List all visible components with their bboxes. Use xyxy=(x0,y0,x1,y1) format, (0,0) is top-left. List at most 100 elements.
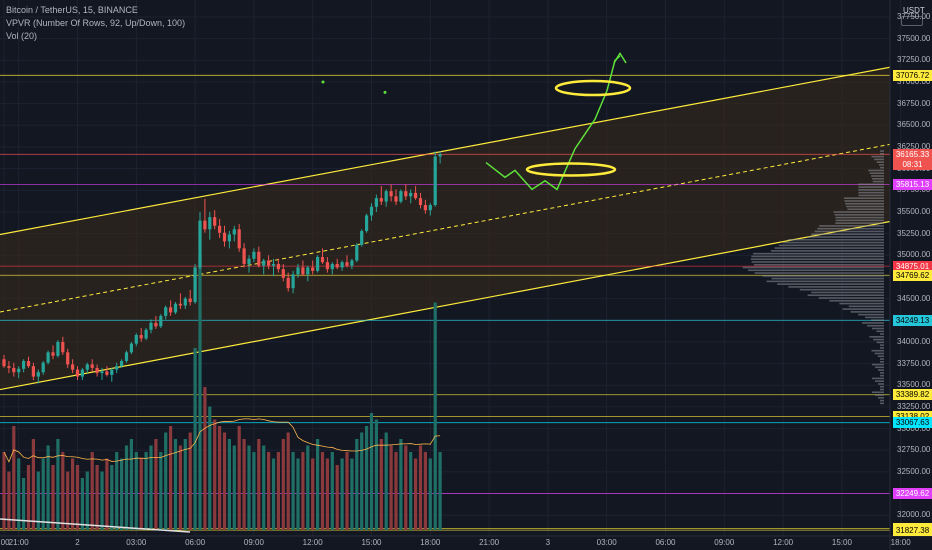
candle-body xyxy=(41,362,45,373)
price-tick-label: 37250.00 xyxy=(897,55,931,65)
volume-bar xyxy=(66,471,70,530)
candle-body xyxy=(345,262,349,266)
candle-body xyxy=(306,267,310,275)
volume-bar xyxy=(355,439,359,530)
price-level-label: 35815.13 xyxy=(893,179,932,191)
volume-profile-bar xyxy=(834,214,884,216)
volume-profile-bar xyxy=(799,288,884,291)
candle-body xyxy=(433,156,437,206)
price-tick-label: 36500.00 xyxy=(897,120,931,130)
drawing-target-ellipse xyxy=(554,79,632,97)
volume-bar xyxy=(208,406,212,530)
volume-profile-bar xyxy=(880,388,884,391)
volume-bar xyxy=(418,445,423,530)
volume-bar xyxy=(129,439,133,530)
candle-body xyxy=(409,192,413,197)
volume-bar xyxy=(291,452,295,530)
volume-profile-bar xyxy=(807,236,884,238)
volume-profile-bar xyxy=(811,233,884,236)
candle-body xyxy=(110,369,114,375)
volume-profile-bar xyxy=(873,338,884,341)
volume-profile-bar xyxy=(861,322,884,324)
symbol-title[interactable]: Bitcoin / TetherUS, 15, BINANCE xyxy=(6,5,138,15)
vpvr-indicator-label[interactable]: VPVR (Number Of Rows, 92, Up/Down, 100) xyxy=(6,18,186,28)
volume-profile-bar xyxy=(880,150,884,152)
candle-body xyxy=(193,267,197,303)
volume-bar xyxy=(198,257,202,530)
time-tick-label: :00 xyxy=(0,538,10,547)
volume-profile-bar xyxy=(845,202,884,205)
time-tick-label: 06:00 xyxy=(655,538,676,547)
candle-body xyxy=(301,267,305,275)
candle-body xyxy=(296,267,300,275)
volume-bar xyxy=(51,465,55,530)
volume-bar xyxy=(169,426,173,530)
volume-bar xyxy=(193,348,197,530)
volume-bar xyxy=(335,465,339,530)
volume-profile-bar xyxy=(876,161,884,163)
price-level-label: 34769.62 xyxy=(893,269,932,281)
volume-bar xyxy=(374,419,378,530)
volume-bar xyxy=(41,458,45,530)
volume-profile-bar xyxy=(771,277,884,280)
candle-body xyxy=(159,315,163,327)
volume-profile-bar xyxy=(829,299,884,302)
price-tick-label: 34500.00 xyxy=(897,293,931,303)
candle-body xyxy=(330,263,334,270)
volume-bar xyxy=(188,432,192,530)
volume-profile-bar xyxy=(783,241,884,244)
candle-body xyxy=(404,191,408,197)
volume-bar xyxy=(286,432,290,530)
volume-profile-bar xyxy=(868,169,884,172)
volume-bar xyxy=(7,471,11,530)
candle-body xyxy=(281,269,285,278)
volume-bar xyxy=(100,471,104,530)
volume-profile-bar xyxy=(871,349,884,352)
time-tick-label: 3 xyxy=(545,538,551,547)
volume-profile-bar xyxy=(819,225,884,227)
volume-ma-line xyxy=(3,418,441,463)
candle-body xyxy=(208,217,212,230)
volume-profile-bar xyxy=(877,369,884,371)
candle-body xyxy=(213,217,217,226)
volume-bar xyxy=(31,439,35,530)
volume-profile-bar xyxy=(871,327,884,330)
volume-profile-bar xyxy=(880,153,884,155)
volume-bar xyxy=(178,445,182,530)
time-tick-label: 03:00 xyxy=(126,538,147,547)
volume-profile-bar xyxy=(766,280,884,283)
volume-bar xyxy=(26,465,31,530)
volume-bar xyxy=(384,432,388,530)
candle-body xyxy=(7,366,11,368)
candle-body xyxy=(51,352,55,356)
volume-indicator-label[interactable]: Vol (20) xyxy=(6,31,38,41)
price-level-label: 33138.02 xyxy=(893,411,932,423)
candle-body xyxy=(222,232,227,242)
time-tick-label: 15:00 xyxy=(361,538,382,547)
price-tick-label: 33500.00 xyxy=(897,380,931,390)
volume-bar xyxy=(12,426,16,530)
volume-profile-bar xyxy=(751,261,884,263)
volume-bar xyxy=(22,478,26,530)
volume-profile-bar xyxy=(871,175,884,177)
volume-bar xyxy=(173,439,178,530)
candle-body xyxy=(178,303,182,306)
volume-bar xyxy=(365,426,369,530)
volume-bar xyxy=(409,452,413,530)
currency-label[interactable]: USDT xyxy=(903,6,925,15)
volume-profile-bar xyxy=(880,360,884,363)
volume-bar xyxy=(90,452,94,530)
volume-profile-bar xyxy=(879,164,884,166)
candle-body xyxy=(17,368,21,373)
volume-profile-bar xyxy=(877,383,884,385)
volume-bar xyxy=(61,452,65,530)
price-tick-label: 36750.00 xyxy=(897,98,931,108)
volume-profile-bar xyxy=(876,341,884,344)
volume-bar xyxy=(399,439,403,530)
volume-bar xyxy=(115,452,119,530)
scale-toggle-box[interactable] xyxy=(901,16,923,26)
volume-profile-bar xyxy=(858,183,884,186)
candle-body xyxy=(418,198,423,206)
